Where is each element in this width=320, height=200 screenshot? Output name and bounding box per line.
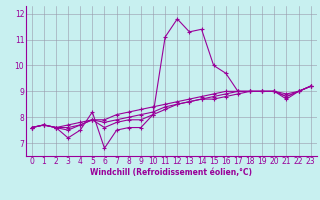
X-axis label: Windchill (Refroidissement éolien,°C): Windchill (Refroidissement éolien,°C) (90, 168, 252, 177)
